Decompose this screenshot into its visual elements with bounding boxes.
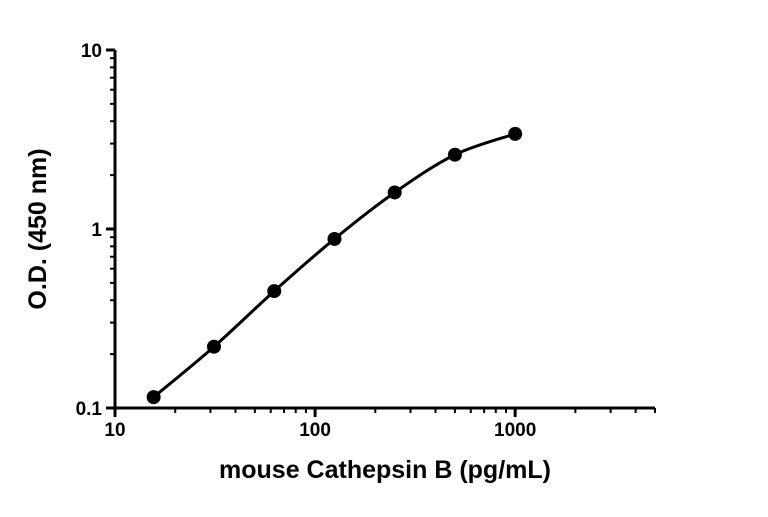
data-point [267, 284, 282, 299]
axis-tick-labels: 10 100 1000 0.1 1 10 [76, 41, 537, 441]
data-point [146, 390, 161, 405]
y-tick-label: 0.1 [76, 399, 103, 420]
x-tick-label: 10 [104, 420, 125, 441]
y-tick-label: 10 [81, 41, 102, 62]
y-axis-title: O.D. (450 nm) [24, 148, 52, 309]
data-point [447, 147, 462, 162]
axis-spine [113, 50, 655, 410]
data-point [387, 185, 402, 200]
data-point [327, 231, 342, 246]
x-tick-label: 100 [299, 420, 331, 441]
axis-ticks [106, 48, 656, 417]
data-point [508, 126, 523, 141]
standard-curve-line [152, 132, 516, 399]
y-tick-label: 1 [91, 220, 102, 241]
plot-series [146, 126, 523, 405]
axes [113, 50, 655, 410]
x-axis-title: mouse Cathepsin B (pg/mL) [219, 456, 551, 484]
data-point [207, 339, 222, 354]
x-tick-label: 1000 [494, 420, 536, 441]
